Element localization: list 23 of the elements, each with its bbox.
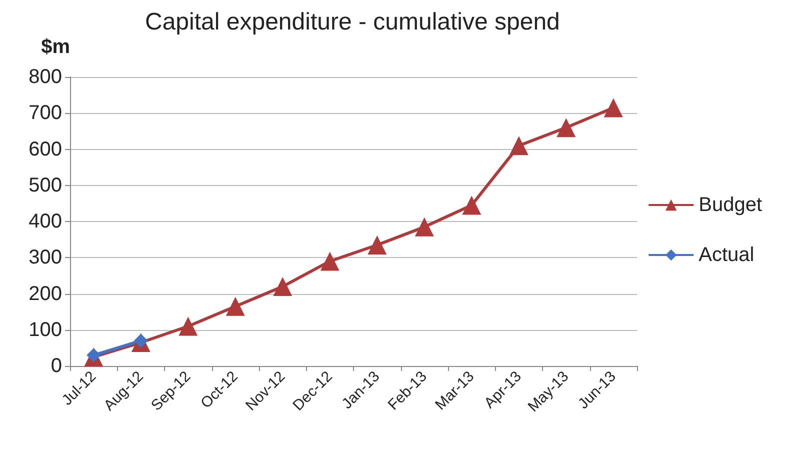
legend-label: Budget — [698, 194, 762, 216]
point — [273, 277, 292, 296]
point — [226, 296, 245, 316]
point — [556, 118, 576, 138]
point — [320, 252, 340, 271]
y-tick-label: 500 — [28, 174, 62, 196]
y-tick-label: 800 — [28, 66, 62, 88]
y-tick-label: 400 — [28, 210, 62, 232]
y-tick-label: 700 — [28, 102, 62, 124]
y-tick-label: 200 — [28, 282, 62, 305]
point — [414, 217, 434, 236]
y-tick-label: 0 — [50, 355, 62, 377]
chart-title: Capital expenditure - cumulative spend — [145, 8, 560, 36]
y-tick-label: 100 — [28, 318, 62, 341]
y-axis-title: $m — [41, 36, 70, 58]
point — [509, 136, 528, 156]
y-tick-label: 300 — [28, 246, 62, 269]
y-tick-label: 600 — [28, 138, 62, 160]
point — [462, 196, 482, 215]
point — [368, 235, 387, 254]
point — [604, 98, 623, 118]
legend-label: Actual — [698, 244, 754, 266]
point — [178, 316, 198, 336]
